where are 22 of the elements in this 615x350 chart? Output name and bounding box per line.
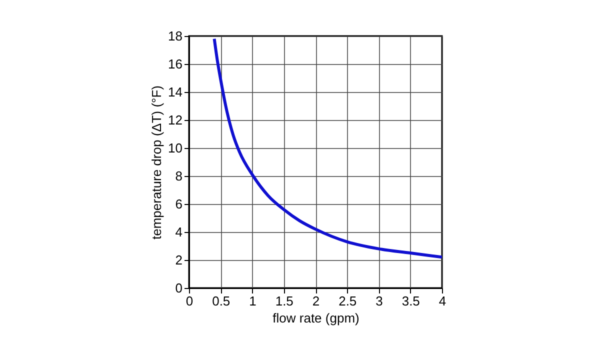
y-tick-label: 12 [168, 112, 182, 128]
y-tick-label: 4 [175, 224, 182, 240]
x-tick-label: 4 [438, 294, 446, 308]
x-tick-label: 3 [376, 294, 383, 308]
x-tick-label: 0 [186, 294, 194, 308]
y-axis-title: temperature drop (ΔT) (°F) [149, 85, 164, 240]
line-series [212, 37, 442, 259]
y-tick-label: 2 [175, 252, 182, 268]
y-tick-label: 14 [168, 84, 182, 100]
x-tick-label: 1.5 [275, 294, 294, 308]
y-tick-label: 6 [175, 196, 182, 212]
x-tick-label: 0.5 [212, 294, 230, 308]
x-tick-label: 2 [312, 294, 320, 308]
y-tick-label: 16 [168, 56, 182, 72]
y-tick-label: 18 [168, 28, 182, 44]
x-tick-label: 1 [249, 294, 256, 308]
x-axis-title: flow rate (gpm) [272, 310, 360, 326]
x-tick-label: 2.5 [338, 294, 357, 308]
y-tick-label: 10 [168, 140, 182, 156]
x-tick-label: 3.5 [402, 294, 420, 308]
y-tick-label: 8 [175, 168, 182, 184]
y-tick-label: 0 [175, 280, 182, 296]
